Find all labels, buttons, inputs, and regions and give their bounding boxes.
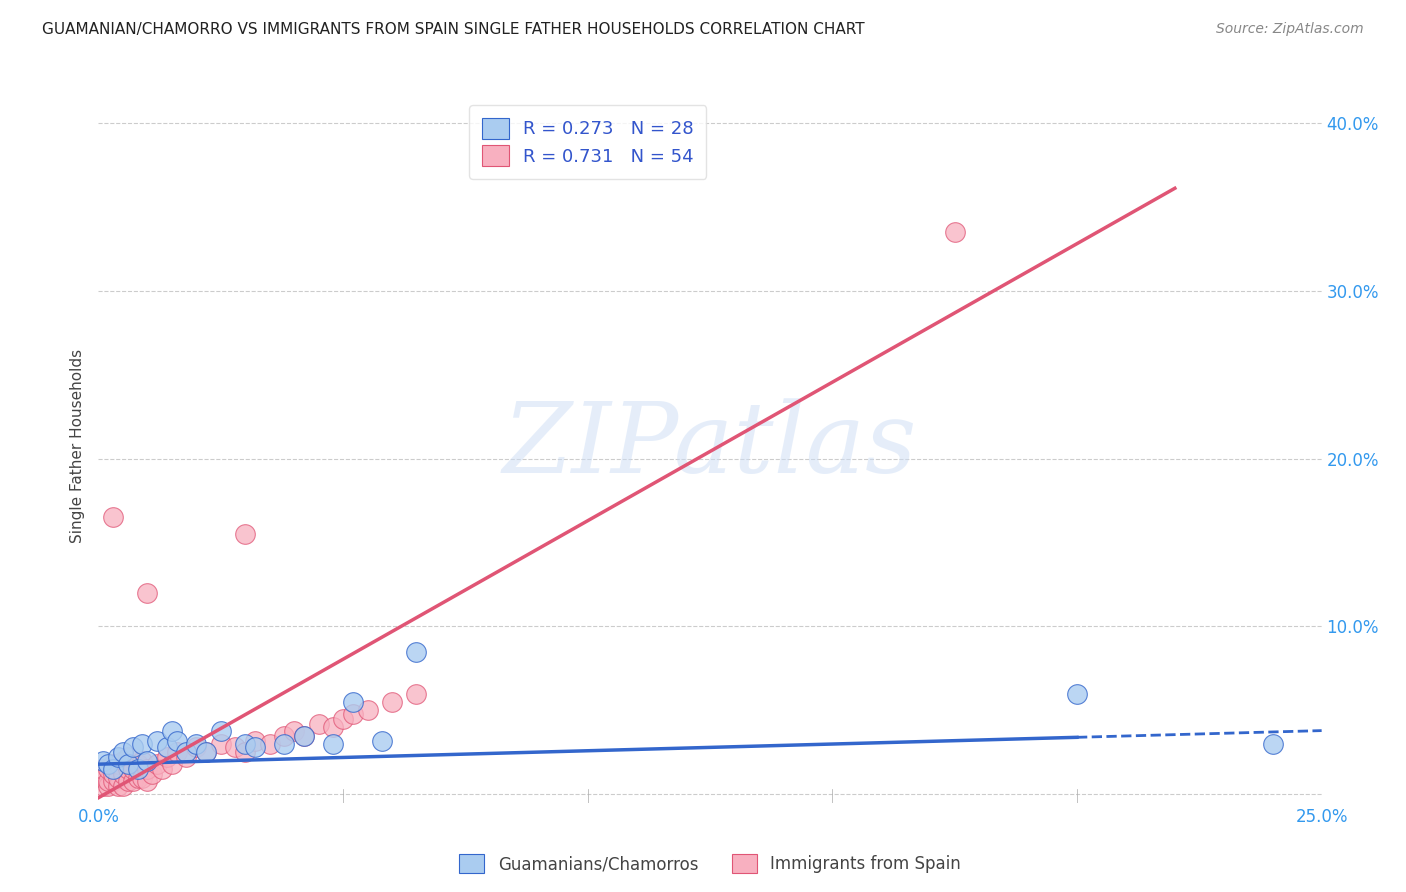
Point <box>322 737 344 751</box>
Point <box>97 757 120 772</box>
Point <box>381 695 404 709</box>
Point <box>308 717 330 731</box>
Y-axis label: Single Father Households: Single Father Households <box>70 349 86 543</box>
Point <box>111 767 134 781</box>
Point <box>233 737 256 751</box>
Point <box>186 740 208 755</box>
Point <box>405 687 427 701</box>
Point <box>273 729 295 743</box>
Point <box>141 767 163 781</box>
Point <box>1066 687 1088 701</box>
Point <box>186 737 208 751</box>
Point <box>131 771 153 785</box>
Point <box>107 779 129 793</box>
Point <box>332 712 354 726</box>
Point <box>131 754 153 768</box>
Text: GUAMANIAN/CHAMORRO VS IMMIGRANTS FROM SPAIN SINGLE FATHER HOUSEHOLDS CORRELATION: GUAMANIAN/CHAMORRO VS IMMIGRANTS FROM SP… <box>42 22 865 37</box>
Point <box>292 729 315 743</box>
Point <box>127 762 149 776</box>
Point <box>1261 737 1284 751</box>
Point <box>156 750 179 764</box>
Point <box>233 746 256 760</box>
Point <box>136 774 159 789</box>
Point <box>195 746 218 760</box>
Point <box>195 746 218 760</box>
Point <box>322 720 344 734</box>
Point <box>160 757 183 772</box>
Point <box>111 746 134 760</box>
Text: Source: ZipAtlas.com: Source: ZipAtlas.com <box>1216 22 1364 37</box>
Point <box>127 771 149 785</box>
Point <box>121 774 143 789</box>
Point <box>97 779 120 793</box>
Point <box>121 762 143 776</box>
Point <box>107 750 129 764</box>
Point <box>176 750 198 764</box>
Point <box>101 762 124 776</box>
Point <box>356 703 378 717</box>
Point <box>97 774 120 789</box>
Point <box>117 774 139 789</box>
Text: ZIPatlas: ZIPatlas <box>503 399 917 493</box>
Point <box>91 771 114 785</box>
Point <box>243 740 266 755</box>
Point <box>342 706 364 721</box>
Point <box>111 779 134 793</box>
Point <box>166 746 188 760</box>
Legend: Guamanians/Chamorros, Immigrants from Spain: Guamanians/Chamorros, Immigrants from Sp… <box>453 847 967 880</box>
Point <box>127 757 149 772</box>
Point <box>136 762 159 776</box>
Point <box>943 225 966 239</box>
Point <box>97 762 120 776</box>
Point <box>121 740 143 755</box>
Point <box>117 757 139 772</box>
Point <box>91 754 114 768</box>
Point <box>156 740 179 755</box>
Point <box>292 729 315 743</box>
Point <box>342 695 364 709</box>
Point <box>117 750 139 764</box>
Point <box>273 737 295 751</box>
Point <box>101 757 124 772</box>
Point <box>101 510 124 524</box>
Point <box>101 774 124 789</box>
Point <box>101 767 124 781</box>
Point <box>107 757 129 772</box>
Point <box>91 779 114 793</box>
Point <box>91 762 114 776</box>
Point <box>107 771 129 785</box>
Point <box>150 762 173 776</box>
Point <box>371 733 394 747</box>
Point <box>283 723 305 738</box>
Point <box>243 733 266 747</box>
Point <box>224 740 246 755</box>
Point <box>166 733 188 747</box>
Point <box>209 723 232 738</box>
Point <box>233 527 256 541</box>
Point <box>259 737 281 751</box>
Point <box>136 754 159 768</box>
Point <box>405 645 427 659</box>
Point <box>160 723 183 738</box>
Point <box>146 733 169 747</box>
Point <box>146 757 169 772</box>
Point <box>176 746 198 760</box>
Point <box>136 586 159 600</box>
Point <box>131 737 153 751</box>
Point <box>209 737 232 751</box>
Point <box>111 754 134 768</box>
Point <box>117 762 139 776</box>
